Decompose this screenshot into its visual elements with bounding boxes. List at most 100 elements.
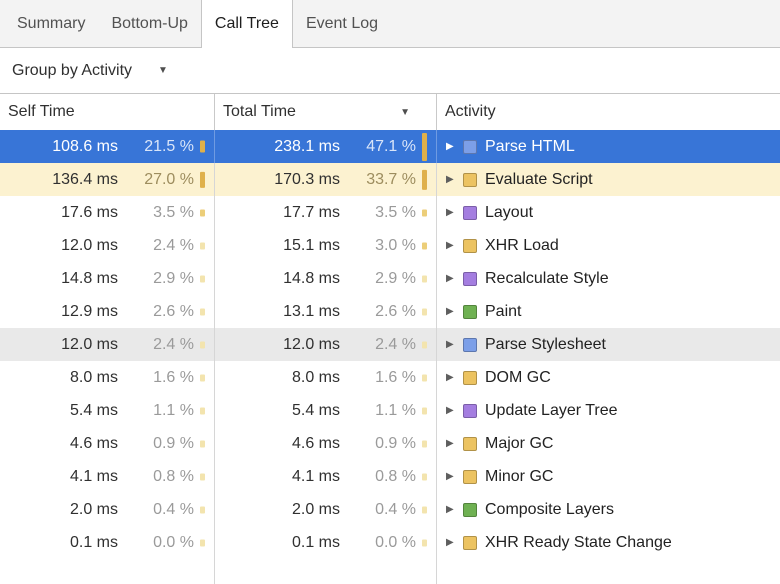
table-row[interactable]: 17.6 ms 3.5 % 17.7 ms 3.5 % ▶ Layout xyxy=(0,196,780,229)
activity-header-label: Activity xyxy=(445,103,496,120)
total-time-percent: 3.5 % xyxy=(375,203,416,221)
total-time-header-label: Total Time xyxy=(223,103,296,120)
total-time-percent: 0.4 % xyxy=(375,500,416,518)
self-time-percent: 3.5 % xyxy=(153,203,194,221)
total-time-percent: 3.0 % xyxy=(375,236,416,254)
disclosure-triangle-icon[interactable]: ▶ xyxy=(446,371,454,383)
total-time-ms: 8.0 ms xyxy=(291,368,340,386)
disclosure-triangle-icon[interactable]: ▶ xyxy=(446,338,454,350)
category-color-icon xyxy=(463,370,477,385)
activity-label: Layout xyxy=(485,203,534,221)
percent-bar xyxy=(422,132,427,161)
disclosure-triangle-icon[interactable]: ▶ xyxy=(446,404,454,416)
percent-bar xyxy=(422,341,427,348)
percent-bar xyxy=(200,473,205,480)
total-time-ms: 238.1 ms xyxy=(274,137,340,155)
table-row[interactable]: 5.4 ms 1.1 % 5.4 ms 1.1 % ▶ Update Layer… xyxy=(0,394,780,427)
table-row[interactable]: 12.9 ms 2.6 % 13.1 ms 2.6 % ▶ Paint xyxy=(0,295,780,328)
total-time-cell: 4.6 ms 0.9 % xyxy=(215,427,437,460)
category-color-icon xyxy=(463,238,477,253)
self-time-cell: 8.0 ms 1.6 % xyxy=(0,361,215,394)
disclosure-triangle-icon[interactable]: ▶ xyxy=(446,536,454,548)
self-time-cell: 0.1 ms 0.0 % xyxy=(0,526,215,559)
percent-bar xyxy=(422,407,427,414)
total-time-percent: 0.0 % xyxy=(375,533,416,551)
self-time-ms: 12.9 ms xyxy=(61,302,118,320)
empty-cell xyxy=(0,559,215,584)
total-time-cell: 4.1 ms 0.8 % xyxy=(215,460,437,493)
disclosure-triangle-icon[interactable]: ▶ xyxy=(446,437,454,449)
activity-cell: ▶ Composite Layers xyxy=(437,493,780,526)
column-header-total-time[interactable]: Total Time ▼ xyxy=(215,94,437,130)
self-time-cell: 12.9 ms 2.6 % xyxy=(0,295,215,328)
percent-bar xyxy=(422,308,427,315)
total-time-percent: 33.7 % xyxy=(366,170,416,188)
self-time-percent: 21.5 % xyxy=(144,137,194,155)
table-row[interactable]: 12.0 ms 2.4 % 15.1 ms 3.0 % ▶ XHR Load xyxy=(0,229,780,262)
category-color-icon xyxy=(463,337,477,352)
total-time-cell: 13.1 ms 2.6 % xyxy=(215,295,437,328)
disclosure-triangle-icon[interactable]: ▶ xyxy=(446,140,454,152)
self-time-cell: 12.0 ms 2.4 % xyxy=(0,328,215,361)
disclosure-triangle-icon[interactable]: ▶ xyxy=(446,470,454,482)
disclosure-triangle-icon[interactable]: ▶ xyxy=(446,239,454,251)
table-row[interactable]: 4.6 ms 0.9 % 4.6 ms 0.9 % ▶ Major GC xyxy=(0,427,780,460)
self-time-percent: 0.8 % xyxy=(153,467,194,485)
column-header-activity[interactable]: Activity xyxy=(437,94,780,130)
total-time-cell: 15.1 ms 3.0 % xyxy=(215,229,437,262)
group-by-select[interactable]: Group by Activity ▼ xyxy=(12,62,168,80)
disclosure-triangle-icon[interactable]: ▶ xyxy=(446,173,454,185)
table-row[interactable]: 136.4 ms 27.0 % 170.3 ms 33.7 % ▶ Evalua… xyxy=(0,163,780,196)
total-time-ms: 13.1 ms xyxy=(283,302,340,320)
self-time-ms: 5.4 ms xyxy=(69,401,118,419)
self-time-cell: 12.0 ms 2.4 % xyxy=(0,229,215,262)
self-time-ms: 108.6 ms xyxy=(52,137,118,155)
percent-bar xyxy=(200,440,205,447)
self-time-cell: 4.1 ms 0.8 % xyxy=(0,460,215,493)
category-color-icon xyxy=(463,469,477,484)
table-row[interactable]: 108.6 ms 21.5 % 238.1 ms 47.1 % ▶ Parse … xyxy=(0,130,780,163)
activity-label: XHR Ready State Change xyxy=(485,533,672,551)
table-row[interactable]: 4.1 ms 0.8 % 4.1 ms 0.8 % ▶ Minor GC xyxy=(0,460,780,493)
activity-label: Major GC xyxy=(485,434,554,452)
self-time-ms: 2.0 ms xyxy=(69,500,118,518)
total-time-cell: 2.0 ms 0.4 % xyxy=(215,493,437,526)
self-time-percent: 2.6 % xyxy=(153,302,194,320)
self-time-percent: 1.6 % xyxy=(153,368,194,386)
disclosure-triangle-icon[interactable]: ▶ xyxy=(446,272,454,284)
percent-bar xyxy=(200,209,205,216)
activity-cell: ▶ XHR Load xyxy=(437,229,780,262)
table-row[interactable]: 0.1 ms 0.0 % 0.1 ms 0.0 % ▶ XHR Ready St… xyxy=(0,526,780,559)
percent-bar xyxy=(200,242,205,249)
self-time-percent: 2.9 % xyxy=(153,269,194,287)
tab-event-log[interactable]: Event Log xyxy=(305,14,379,32)
total-time-ms: 15.1 ms xyxy=(283,236,340,254)
column-header-self-time[interactable]: Self Time xyxy=(0,94,215,130)
disclosure-triangle-icon[interactable]: ▶ xyxy=(446,503,454,515)
activity-label: Evaluate Script xyxy=(485,170,593,188)
tab-call-tree[interactable]: Call Tree xyxy=(200,0,293,48)
total-time-percent: 1.6 % xyxy=(375,368,416,386)
tab-summary[interactable]: Summary xyxy=(17,14,86,32)
call-tree-table: 108.6 ms 21.5 % 238.1 ms 47.1 % ▶ Parse … xyxy=(0,130,780,584)
activity-label: Update Layer Tree xyxy=(485,401,618,419)
activity-cell: ▶ Update Layer Tree xyxy=(437,394,780,427)
tab-bottom-up[interactable]: Bottom-Up xyxy=(111,14,188,32)
table-row[interactable]: 2.0 ms 0.4 % 2.0 ms 0.4 % ▶ Composite La… xyxy=(0,493,780,526)
category-color-icon xyxy=(463,436,477,451)
percent-bar xyxy=(200,171,205,188)
self-time-ms: 12.0 ms xyxy=(61,236,118,254)
disclosure-triangle-icon[interactable]: ▶ xyxy=(446,206,454,218)
disclosure-triangle-icon[interactable]: ▶ xyxy=(446,305,454,317)
activity-label: Minor GC xyxy=(485,467,554,485)
table-header: Self Time Total Time ▼ Activity xyxy=(0,94,780,130)
table-row[interactable]: 8.0 ms 1.6 % 8.0 ms 1.6 % ▶ DOM GC xyxy=(0,361,780,394)
table-row[interactable]: 12.0 ms 2.4 % 12.0 ms 2.4 % ▶ Parse Styl… xyxy=(0,328,780,361)
table-row[interactable]: 14.8 ms 2.9 % 14.8 ms 2.9 % ▶ Recalculat… xyxy=(0,262,780,295)
activity-label: Paint xyxy=(485,302,522,320)
activity-cell: ▶ Major GC xyxy=(437,427,780,460)
activity-cell: ▶ Paint xyxy=(437,295,780,328)
self-time-percent: 2.4 % xyxy=(153,335,194,353)
activity-cell: ▶ Evaluate Script xyxy=(437,163,780,196)
category-color-icon xyxy=(463,271,477,286)
